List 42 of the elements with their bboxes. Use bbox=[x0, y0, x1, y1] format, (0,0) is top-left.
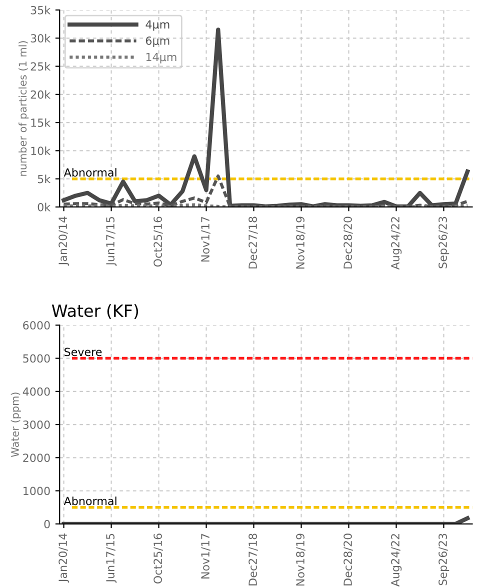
x-tick-label: Oct25/16 bbox=[154, 216, 163, 267]
text: 14μm bbox=[146, 52, 176, 64]
x-tick-label: Nov1/17 bbox=[201, 534, 210, 578]
y-tick-label: 5000 bbox=[23, 354, 50, 363]
x-tick-label: Dec28/20 bbox=[344, 216, 353, 268]
x-tick-label: Jun17/15 bbox=[106, 534, 117, 583]
y-tick-label: 35k bbox=[30, 6, 51, 14]
x-tick-label: Jan20/14 bbox=[58, 534, 70, 583]
y-tick-label: 20k bbox=[30, 90, 51, 99]
y-tick-label: 3000 bbox=[23, 420, 50, 429]
ref-line-label: Abnormal bbox=[64, 168, 116, 177]
x-tick-label: Oct25/16 bbox=[154, 534, 163, 584]
text: 6μm bbox=[146, 36, 170, 48]
x-tick-label: Dec27/18 bbox=[248, 534, 258, 586]
ref-line-label: Abnormal bbox=[64, 496, 116, 506]
y-tick-label: 25k bbox=[30, 62, 51, 71]
y-tick-label: 4000 bbox=[22, 387, 50, 396]
x-tick-label: Nov18/19 bbox=[296, 534, 306, 586]
y-tick-label: 0k bbox=[38, 202, 51, 212]
ref-line-label: Severe bbox=[64, 348, 102, 356]
x-tick-label: Nov18/19 bbox=[296, 216, 306, 269]
y-tick-label: 15k bbox=[31, 118, 51, 127]
y-axis-title: number of particles (1 ml) bbox=[18, 41, 29, 176]
y-tick-label: 30k bbox=[30, 34, 51, 43]
y-axis-title: Water (ppm) bbox=[10, 392, 21, 457]
x-tick-label: Dec28/20 bbox=[344, 534, 353, 586]
x-tick-label: Sep26/23 bbox=[438, 534, 450, 586]
y-tick-label: 5k bbox=[38, 174, 51, 184]
x-tick-label: Jan20/14 bbox=[58, 216, 70, 266]
x-tick-label: Jun17/15 bbox=[106, 216, 117, 266]
x-tick-label: Nov1/17 bbox=[201, 216, 210, 262]
y-tick-label: 1000 bbox=[24, 486, 50, 496]
x-tick-label: Aug24/22 bbox=[391, 534, 402, 587]
y-tick-label: 2000 bbox=[23, 454, 50, 462]
x-tick-label: Sep26/23 bbox=[438, 216, 450, 268]
chart-title: Water (KF) bbox=[52, 304, 138, 320]
y-tick-label: 10k bbox=[31, 146, 51, 156]
x-tick-label: Dec27/18 bbox=[248, 216, 258, 268]
x-tick-label: Aug24/22 bbox=[391, 217, 402, 270]
y-tick-label: 6000 bbox=[23, 321, 50, 330]
text: 4μm bbox=[146, 20, 170, 31]
y-tick-label: 0 bbox=[44, 520, 50, 528]
